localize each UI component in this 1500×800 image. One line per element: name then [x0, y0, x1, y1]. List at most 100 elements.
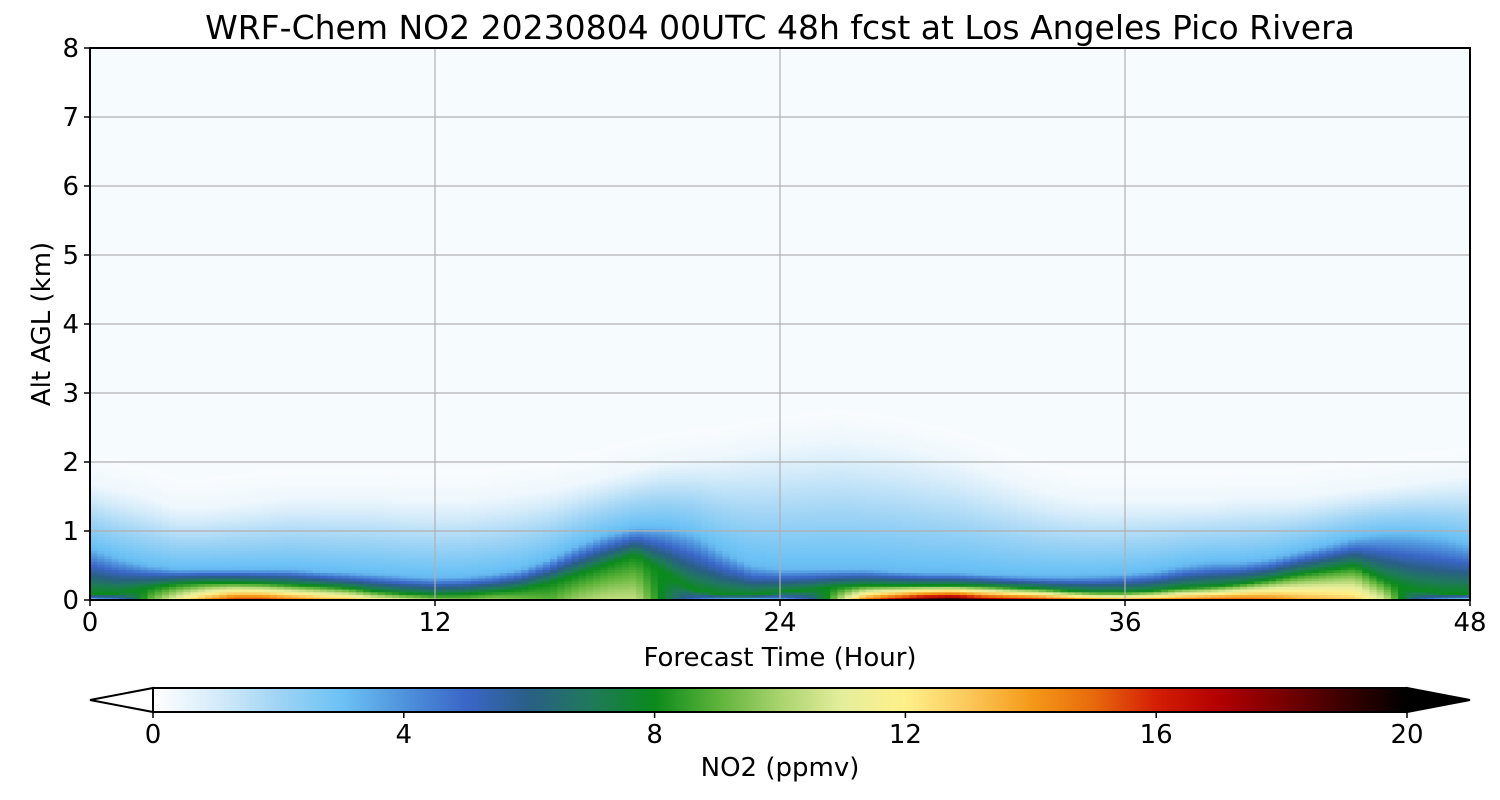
field-cell	[514, 580, 522, 585]
field-cell	[571, 486, 580, 491]
field-cell	[391, 495, 400, 499]
field-cell	[528, 594, 537, 598]
field-cell	[427, 525, 436, 529]
field-cell	[442, 575, 450, 579]
field-cell	[169, 558, 177, 562]
field-cell	[291, 492, 300, 496]
field-cell	[399, 511, 407, 516]
field-cell	[758, 550, 767, 554]
field-cell	[478, 572, 486, 576]
field-cell	[751, 448, 760, 452]
field-cell	[708, 453, 716, 458]
field-cell	[492, 597, 501, 600]
field-cell	[370, 539, 379, 543]
field-cell	[600, 555, 609, 560]
field-cell	[154, 486, 163, 491]
field-cell	[700, 459, 709, 463]
field-cell	[312, 569, 321, 573]
field-cell	[736, 542, 745, 546]
field-cell	[233, 531, 242, 535]
field-cell	[118, 553, 127, 557]
field-cell	[370, 497, 379, 502]
field-cell	[104, 588, 113, 593]
field-cell	[420, 577, 429, 582]
field-cell	[672, 536, 680, 540]
field-cell	[629, 572, 637, 576]
field-cell	[125, 525, 134, 529]
field-cell	[456, 586, 465, 590]
field-cell	[571, 522, 580, 527]
field-cell	[240, 588, 249, 593]
field-cell	[125, 514, 134, 518]
field-cell	[291, 525, 300, 529]
field-cell	[636, 514, 645, 518]
field-cell	[219, 486, 228, 491]
field-cell	[485, 566, 494, 571]
field-cell	[190, 514, 199, 518]
field-cell	[593, 558, 601, 562]
field-cell	[233, 497, 242, 502]
field-cell	[693, 572, 702, 576]
field-cell	[593, 517, 601, 521]
field-cell	[636, 566, 645, 571]
field-cell	[341, 519, 350, 524]
field-cell	[413, 489, 422, 493]
field-cell	[391, 475, 400, 480]
field-cell	[248, 561, 256, 565]
field-cell	[341, 470, 350, 474]
field-cell	[672, 522, 680, 527]
field-cell	[442, 594, 450, 598]
field-cell	[700, 591, 709, 596]
field-cell	[550, 489, 558, 493]
field-cell	[305, 473, 314, 477]
field-cell	[629, 478, 637, 482]
field-cell	[499, 566, 508, 571]
field-cell	[621, 547, 630, 551]
field-cell	[700, 594, 709, 598]
field-cell	[564, 594, 573, 598]
field-cell	[650, 528, 659, 532]
field-cell	[463, 553, 472, 557]
field-cell	[528, 588, 537, 593]
field-cell	[233, 489, 242, 493]
field-cell	[456, 486, 465, 491]
field-cell	[657, 544, 666, 549]
field-cell	[729, 434, 738, 438]
field-cell	[312, 597, 321, 600]
field-cell	[377, 533, 386, 538]
field-cell	[248, 564, 256, 568]
field-cell	[593, 492, 601, 496]
field-cell	[140, 539, 149, 543]
field-cell	[722, 467, 731, 471]
field-cell	[571, 475, 580, 480]
field-cell	[327, 478, 335, 482]
field-cell	[276, 591, 285, 596]
field-cell	[161, 550, 170, 554]
field-cell	[205, 547, 213, 551]
field-cell	[657, 575, 666, 579]
field-cell	[240, 550, 249, 554]
field-cell	[679, 583, 688, 587]
field-cell	[384, 470, 393, 474]
field-cell	[176, 525, 185, 529]
field-cell	[463, 511, 472, 516]
field-cell	[643, 462, 652, 466]
field-cell	[578, 511, 587, 516]
field-cell	[700, 448, 709, 452]
field-cell	[564, 467, 573, 471]
field-cell	[449, 572, 458, 576]
field-cell	[492, 572, 501, 576]
field-cell	[370, 519, 379, 524]
field-cell	[449, 478, 458, 482]
field-cell	[736, 431, 745, 435]
field-cell	[176, 566, 185, 571]
field-cell	[284, 569, 292, 573]
field-cell	[672, 497, 680, 502]
field-cell	[334, 597, 343, 600]
field-cell	[118, 473, 127, 477]
field-cell	[190, 550, 199, 554]
field-cell	[679, 453, 688, 458]
field-cell	[693, 514, 702, 518]
field-cell	[97, 575, 105, 579]
field-cell	[485, 536, 494, 540]
